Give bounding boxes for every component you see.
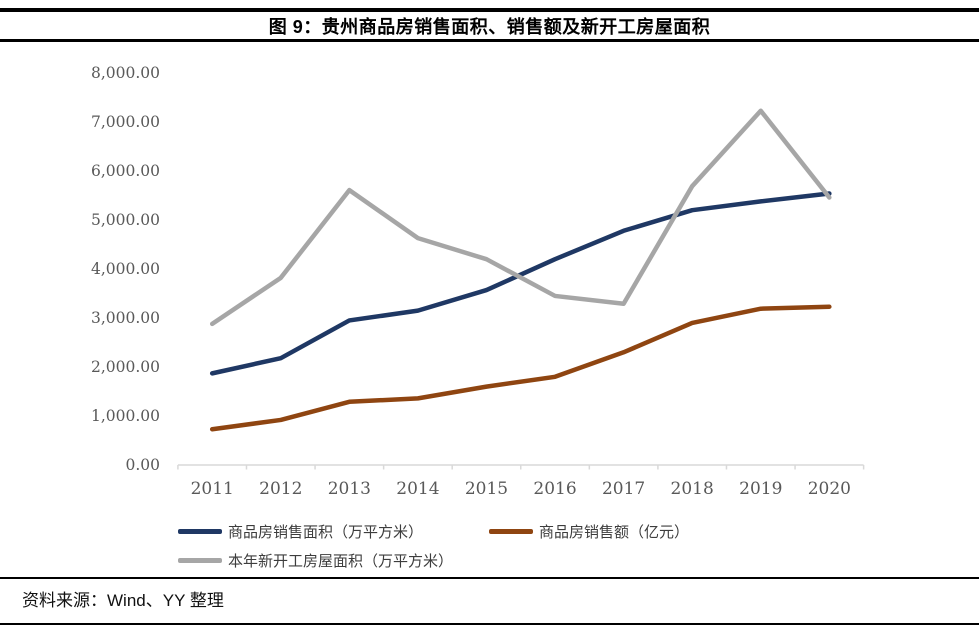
legend-label: 本年新开工房屋面积（万平方米）: [228, 552, 454, 570]
x-tick-label: 2017: [602, 479, 645, 499]
x-tick-label: 2018: [671, 479, 714, 499]
legend-line-marker: [178, 557, 222, 563]
x-tick-label: 2011: [191, 479, 234, 499]
x-tick-label: 2016: [533, 479, 576, 499]
x-tick-label: 2013: [328, 479, 371, 499]
x-tick-label: 2012: [259, 479, 302, 499]
y-tick-label: 5,000.00: [91, 211, 160, 229]
legend-label: 商品房销售面积（万平方米）: [228, 523, 424, 541]
source-note: 资料来源：Wind、YY 整理: [22, 591, 224, 610]
x-tick-label: 2020: [808, 479, 851, 499]
legend-item-sales-area: 商品房销售面积（万平方米）: [178, 521, 423, 541]
y-tick-label: 2,000.00: [91, 358, 160, 376]
series-line-2: [209, 108, 832, 327]
legend-item-sales-value: 商品房销售额（亿元）: [489, 521, 689, 541]
figure-title: 图 9：贵州商品房销售面积、销售额及新开工房屋面积: [268, 17, 711, 37]
source-divider-rule: [0, 577, 979, 579]
legend-item-new-starts: 本年新开工房屋面积（万平方米）: [178, 550, 453, 570]
bottom-rule: [0, 623, 979, 625]
y-tick-label: 8,000.00: [91, 64, 160, 82]
x-tick-label: 2014: [396, 479, 439, 499]
legend-line-marker: [178, 528, 222, 534]
legend-line-marker: [489, 528, 533, 534]
y-tick-label: 7,000.00: [91, 113, 160, 131]
y-tick-label: 1,000.00: [91, 407, 160, 425]
legend-label: 商品房销售额（亿元）: [539, 523, 690, 541]
series-line-0: [209, 191, 832, 376]
x-tick-label: 2015: [465, 479, 508, 499]
y-tick-label: 3,000.00: [91, 309, 160, 327]
y-tick-label: 6,000.00: [91, 162, 160, 180]
y-tick-label: 0.00: [125, 456, 160, 474]
x-tick-label: 2019: [739, 479, 782, 499]
series-line-1: [209, 304, 832, 432]
top-rule: [0, 8, 979, 12]
y-tick-label: 4,000.00: [91, 260, 160, 278]
title-divider-rule: [0, 39, 979, 42]
